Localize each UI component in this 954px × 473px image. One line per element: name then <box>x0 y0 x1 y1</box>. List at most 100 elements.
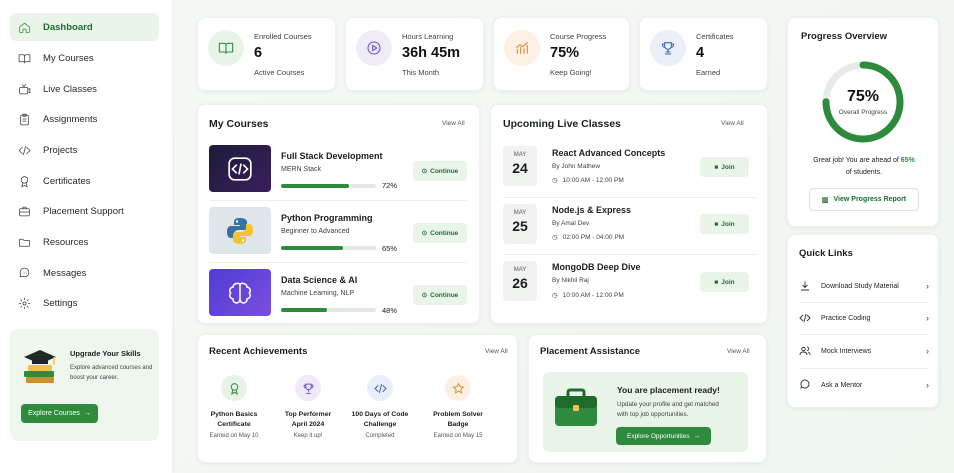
progress-message-end: of students. <box>845 169 883 176</box>
date-day: 25 <box>512 218 528 234</box>
quick-link-mock-interviews[interactable]: Mock Interviews › <box>799 335 929 367</box>
sidebar-item-label: Placement Support <box>43 205 124 217</box>
continue-button[interactable]: ⊙ Continue <box>413 161 467 181</box>
upgrade-card: Upgrade Your Skills Explore advanced cou… <box>10 329 159 441</box>
sidebar-item-placement-support[interactable]: Placement Support <box>10 197 159 225</box>
course-thumbnail[interactable] <box>209 207 271 254</box>
class-title[interactable]: Node.js & Express <box>552 205 632 215</box>
quick-link-practice-coding[interactable]: Practice Coding › <box>799 302 929 334</box>
divider <box>209 262 467 263</box>
folder-icon <box>19 238 30 247</box>
sidebar-item-my-courses[interactable]: My Courses <box>10 44 159 72</box>
date-badge: MAY 26 <box>503 261 537 301</box>
view-progress-report-button[interactable]: ▥ View Progress Report <box>809 188 919 211</box>
briefcase-icon <box>19 206 30 216</box>
placement-text: Update your profile and get matched with … <box>617 400 719 420</box>
play-circle-icon: ⊙ <box>421 230 428 237</box>
live-classes-card: Upcoming Live Classes View All MAY 24 Rea… <box>490 104 768 324</box>
achievements-title: Recent Achievements <box>209 346 308 357</box>
class-title[interactable]: MongoDB Deep Dive <box>552 262 641 272</box>
view-progress-report-label: View Progress Report <box>833 196 907 203</box>
achievement-title-line2: Challenge <box>363 421 397 428</box>
live-classes-view-all-link[interactable]: View All <box>721 120 744 127</box>
sidebar-item-settings[interactable]: Settings <box>10 289 159 317</box>
bar-chart-icon <box>504 30 540 66</box>
class-title[interactable]: React Advanced Concepts <box>552 148 666 158</box>
progress-message: Great job! You are ahead of 65% of studen… <box>796 155 932 179</box>
stat-card-enrolled: Enrolled Courses 6 Active Courses <box>197 17 336 91</box>
course-progress-label: 65% <box>382 244 398 253</box>
stat-value: 6 <box>254 45 263 61</box>
placement-title: Placement Assistance <box>540 346 640 357</box>
course-progress-bar <box>281 246 376 250</box>
code-icon <box>799 312 821 324</box>
course-progress-label: 72% <box>382 181 398 190</box>
placement-card: Placement Assistance View All You are pl… <box>528 334 767 463</box>
divider <box>799 302 929 303</box>
date-month: MAY <box>513 210 527 216</box>
sidebar-item-resources[interactable]: Resources <box>10 228 159 256</box>
course-title[interactable]: Python Programming <box>281 213 373 223</box>
class-instructor: By Nikhil Raj <box>552 277 589 284</box>
overall-progress-label: Overall Progress <box>838 109 888 116</box>
stat-label: Enrolled Courses <box>254 32 312 41</box>
continue-button[interactable]: ⊙ Continue <box>413 223 467 243</box>
placement-text-line1: Update your profile and get matched <box>617 401 719 408</box>
chevron-right-icon: › <box>926 313 929 323</box>
class-instructor: By John Mathew <box>552 163 601 170</box>
course-title[interactable]: Data Science & AI <box>281 275 358 285</box>
join-label: Join <box>721 163 735 171</box>
date-day: 24 <box>512 160 528 176</box>
sidebar-item-messages[interactable]: Messages <box>10 259 159 287</box>
achievement-title: 100 Days of Code <box>351 411 409 418</box>
progress-fill <box>281 246 343 250</box>
sidebar-item-assignments[interactable]: Assignments <box>10 105 159 133</box>
course-thumbnail[interactable] <box>209 145 271 192</box>
sidebar-item-live-classes[interactable]: Live Classes <box>10 75 159 103</box>
stat-card-hours: Hours Learning 36h 45m This Month <box>345 17 484 91</box>
play-circle-icon: ⊙ <box>421 292 428 299</box>
award-icon <box>20 175 29 187</box>
python-logo-icon <box>227 217 253 244</box>
stat-card-certificates: Certificates 4 Earned <box>639 17 768 91</box>
my-courses-view-all-link[interactable]: View All <box>442 120 465 127</box>
progress-message-text: Great job! You are ahead of <box>813 157 901 164</box>
explore-opportunities-button[interactable]: Explore Opportunities → <box>616 427 711 445</box>
join-button[interactable]: ■ Join <box>700 272 749 292</box>
course-thumbnail[interactable] <box>209 269 271 316</box>
trophy-icon <box>295 375 321 401</box>
continue-button[interactable]: ⊙ Continue <box>413 285 467 305</box>
stat-sub: Active Courses <box>254 68 305 77</box>
achievement-item[interactable]: Python Basics Certificate Earned on May 1… <box>194 375 274 439</box>
achievements-card: Recent Achievements View All Python Basi… <box>197 334 518 463</box>
join-button[interactable]: ■ Join <box>700 214 749 234</box>
sidebar-item-label: Live Classes <box>43 83 97 95</box>
divider <box>209 200 467 201</box>
explore-opportunities-label: Explore Opportunities <box>626 432 690 440</box>
bar-chart-icon: ▥ <box>821 196 829 204</box>
achievement-item[interactable]: Problem Solver Badge Earned on May 15 <box>418 375 498 439</box>
quick-link-label: Practice Coding <box>821 314 871 322</box>
sidebar-item-label: Projects <box>43 144 78 156</box>
course-title[interactable]: Full Stack Development <box>281 151 383 161</box>
explore-courses-button[interactable]: Explore Courses → <box>21 404 98 423</box>
placement-text-line2: with top job opportunities. <box>617 411 689 418</box>
sidebar-item-projects[interactable]: Projects <box>10 136 159 164</box>
stat-label: Hours Learning <box>402 32 454 41</box>
date-month: MAY <box>513 152 527 158</box>
sidebar-item-dashboard[interactable]: Dashboard <box>10 13 159 41</box>
sidebar-item-certificates[interactable]: Certificates <box>10 167 159 195</box>
achievements-view-all-link[interactable]: View All <box>485 348 508 355</box>
quick-link-ask-mentor[interactable]: Ask a Mentor › <box>799 369 929 401</box>
achievement-title-line2: Certificate <box>217 421 251 428</box>
stat-value: 4 <box>696 45 705 61</box>
achievement-item[interactable]: Top Performer April 2024 Keep it up! <box>268 375 348 439</box>
quick-link-download[interactable]: Download Study Material › <box>799 270 929 302</box>
quick-link-label: Ask a Mentor <box>821 381 863 389</box>
join-button[interactable]: ■ Join <box>700 157 749 177</box>
achievement-item[interactable]: 100 Days of Code Challenge Completed <box>340 375 420 439</box>
placement-view-all-link[interactable]: View All <box>727 348 750 355</box>
class-time: ◷ 02:00 PM - 04:00 PM <box>552 233 624 242</box>
quick-links-title: Quick Links <box>799 248 853 259</box>
chevron-right-icon: › <box>926 380 929 390</box>
